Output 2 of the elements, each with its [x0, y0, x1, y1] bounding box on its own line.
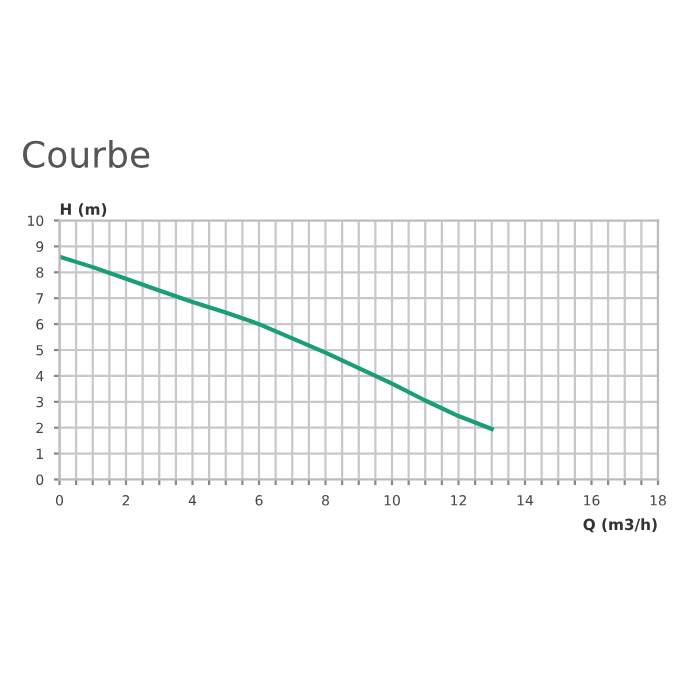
line-series [59, 254, 494, 432]
chart-title: Courbe [23, 140, 150, 168]
